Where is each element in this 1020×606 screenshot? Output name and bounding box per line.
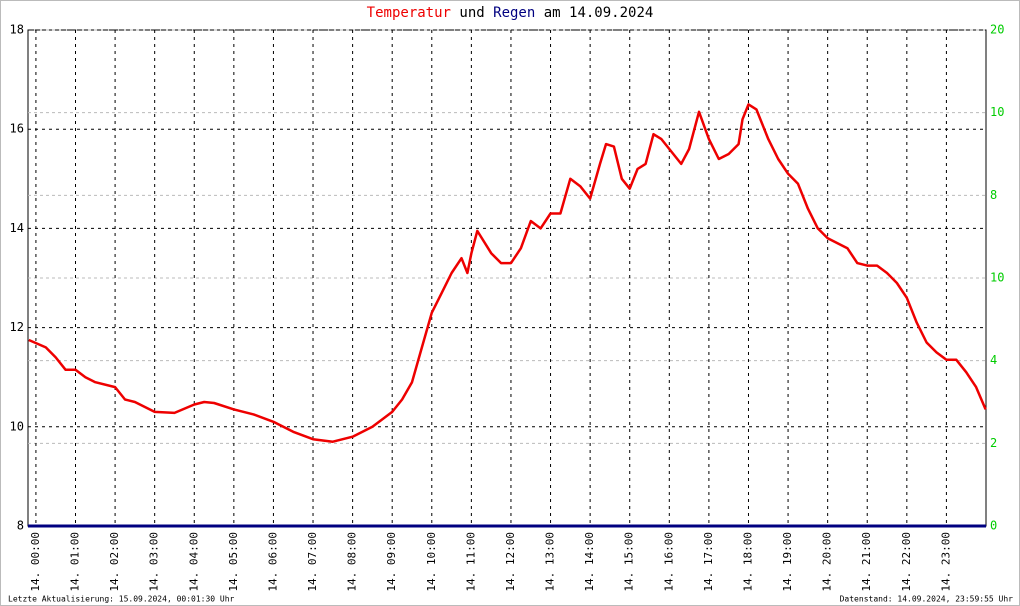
x-tick-label: 14. 02:00 bbox=[108, 532, 121, 592]
y-tick-label: 10 bbox=[10, 419, 24, 433]
x-tick-label: 14. 15:00 bbox=[623, 532, 636, 592]
y-tick-label: 12 bbox=[10, 320, 24, 334]
x-tick-label: 14. 11:00 bbox=[464, 532, 477, 592]
x-tick-label: 14. 14:00 bbox=[583, 532, 596, 592]
y2-tick-label: 10 bbox=[990, 105, 1004, 119]
x-tick-label: 14. 10:00 bbox=[425, 532, 438, 592]
x-tick-label: 14. 04:00 bbox=[187, 532, 200, 592]
x-tick-label: 14. 09:00 bbox=[385, 532, 398, 592]
x-tick-label: 14. 21:00 bbox=[860, 532, 873, 592]
y-tick-label: 8 bbox=[17, 519, 24, 533]
x-tick-label: 14. 22:00 bbox=[900, 532, 913, 592]
title-part: am 14.09.2024 bbox=[544, 5, 654, 21]
chart-title: Temperatur und Regen am 14.09.2024 bbox=[367, 5, 654, 21]
y2-tick-label: 20 bbox=[990, 23, 1004, 37]
x-tick-label: 14. 07:00 bbox=[306, 532, 319, 592]
x-tick-label: 14. 23:00 bbox=[939, 532, 952, 592]
x-tick-label: 14. 12:00 bbox=[504, 532, 517, 592]
title-part: Regen bbox=[493, 5, 535, 21]
y2-tick-label: 2 bbox=[990, 436, 997, 450]
y-tick-label: 18 bbox=[10, 23, 24, 37]
y2-tick-label: 10 bbox=[990, 271, 1004, 285]
x-tick-label: 14. 18:00 bbox=[741, 532, 754, 592]
y-tick-label: 16 bbox=[10, 122, 24, 136]
x-tick-label: 14. 08:00 bbox=[346, 532, 359, 592]
x-tick-label: 14. 13:00 bbox=[544, 532, 557, 592]
footer-right: Datenstand: 14.09.2024, 23:59:55 Uhr bbox=[840, 595, 1014, 604]
title-part: Temperatur bbox=[367, 5, 451, 21]
x-tick-label: 14. 00:00 bbox=[29, 532, 42, 592]
series-line bbox=[28, 103, 987, 443]
y2-tick-label: 4 bbox=[990, 353, 997, 367]
y2-tick-label: 0 bbox=[990, 519, 997, 533]
x-tick-label: 14. 16:00 bbox=[662, 532, 675, 592]
title-part: und bbox=[459, 5, 484, 21]
x-tick-label: 14. 20:00 bbox=[821, 532, 834, 592]
footer-left: Letzte Aktualisierung: 15.09.2024, 00:01… bbox=[8, 595, 235, 604]
y2-tick-label: 8 bbox=[990, 188, 997, 202]
x-tick-label: 14. 19:00 bbox=[781, 532, 794, 592]
x-tick-label: 14. 05:00 bbox=[227, 532, 240, 592]
x-tick-label: 14. 03:00 bbox=[148, 532, 161, 592]
x-tick-label: 14. 17:00 bbox=[702, 532, 715, 592]
x-tick-label: 14. 06:00 bbox=[266, 532, 279, 592]
y-tick-label: 14 bbox=[10, 221, 24, 235]
x-tick-label: 14. 01:00 bbox=[69, 532, 82, 592]
